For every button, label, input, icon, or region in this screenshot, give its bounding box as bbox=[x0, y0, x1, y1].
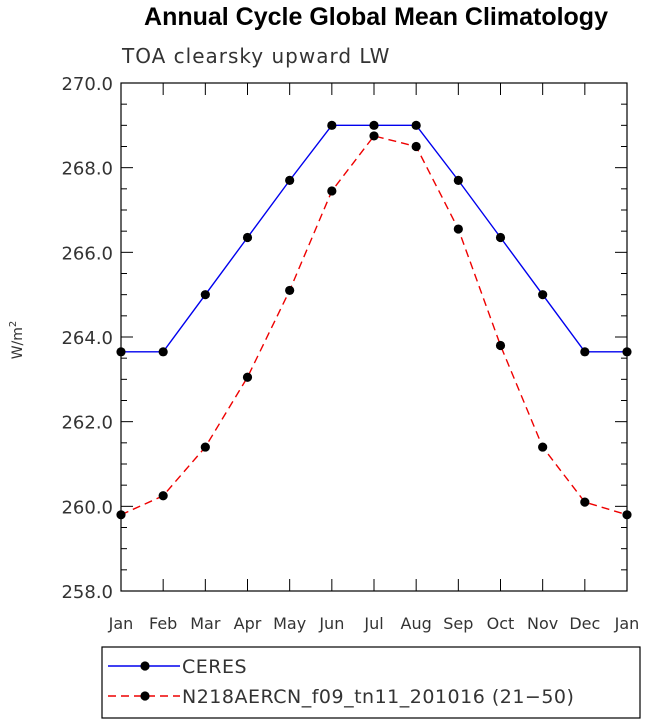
x-tick-label: Oct bbox=[487, 614, 515, 633]
data-point bbox=[495, 232, 506, 243]
plot-frame bbox=[120, 82, 628, 592]
x-tick-label: Dec bbox=[569, 614, 600, 633]
y-tick-label: 258.0 bbox=[61, 582, 113, 603]
data-point bbox=[327, 120, 337, 130]
y-tick-label: 268.0 bbox=[61, 159, 113, 180]
data-point bbox=[158, 347, 168, 357]
y-axis-label: W/m2 bbox=[8, 321, 26, 360]
series-2 bbox=[116, 131, 632, 520]
legend-marker bbox=[140, 691, 150, 701]
data-point bbox=[242, 232, 253, 243]
y-axis-label-base: W/m bbox=[10, 327, 26, 359]
data-point bbox=[622, 510, 632, 520]
y-tick-labels: 258.0 260.0 262.0 264.0 266.0 268.0 270.0 bbox=[61, 74, 113, 603]
y-tick-label: 270.0 bbox=[61, 74, 113, 95]
x-tick-label: Jun bbox=[318, 614, 344, 633]
x-tick-label: Mar bbox=[190, 614, 221, 633]
legend-marker bbox=[140, 661, 150, 671]
x-tick-labels: Jan Feb Mar Apr May Jun Jul Aug Sep Oct Nov Dec Jan bbox=[108, 614, 640, 633]
series-line bbox=[121, 124, 627, 353]
legend-label: CERES bbox=[182, 656, 247, 678]
x-tick-label: Feb bbox=[149, 614, 177, 633]
data-point bbox=[453, 224, 463, 234]
data-point bbox=[538, 290, 548, 300]
data-point bbox=[580, 497, 590, 507]
legend: CERES N218AERCN_f09_tn11_201016 (21−50) bbox=[108, 656, 574, 708]
data-point bbox=[200, 290, 210, 300]
data-point bbox=[411, 120, 421, 130]
y-axis-label-sup: 2 bbox=[8, 321, 19, 327]
data-point bbox=[495, 340, 506, 351]
data-point bbox=[327, 186, 337, 196]
data-point bbox=[538, 442, 548, 452]
y-tick-label: 262.0 bbox=[61, 413, 113, 434]
data-point bbox=[116, 347, 126, 357]
data-point bbox=[580, 347, 590, 357]
legend-label: N218AERCN_f09_tn11_201016 (21−50) bbox=[182, 686, 574, 708]
data-point bbox=[200, 442, 210, 452]
data-point bbox=[453, 175, 463, 185]
series-layer bbox=[116, 120, 632, 520]
data-point bbox=[116, 510, 126, 520]
y-tick-label: 266.0 bbox=[61, 243, 113, 264]
y-tick-label: 260.0 bbox=[61, 497, 113, 518]
x-tick-label: Jan bbox=[108, 614, 134, 633]
x-tick-label: Aug bbox=[401, 614, 432, 633]
series-line bbox=[120, 135, 628, 516]
series-1 bbox=[116, 120, 632, 357]
legend-box bbox=[101, 646, 641, 719]
data-point bbox=[622, 347, 632, 357]
axis-ticks bbox=[120, 82, 628, 592]
data-point bbox=[369, 131, 379, 141]
x-tick-label: Jul bbox=[363, 614, 383, 633]
chart-title: Annual Cycle Global Mean Climatology bbox=[144, 3, 608, 31]
data-point bbox=[242, 372, 253, 382]
y-tick-label: 264.0 bbox=[61, 328, 113, 349]
data-point bbox=[285, 175, 295, 185]
legend-entry-2: N218AERCN_f09_tn11_201016 (21−50) bbox=[108, 686, 574, 708]
x-tick-label: Nov bbox=[527, 614, 558, 633]
legend-entry-1: CERES bbox=[108, 656, 247, 678]
data-point bbox=[285, 285, 295, 296]
x-tick-label: Sep bbox=[443, 614, 473, 633]
data-point bbox=[158, 491, 168, 501]
x-tick-label: Apr bbox=[234, 614, 262, 633]
x-tick-label: May bbox=[273, 614, 306, 633]
svg-text:W/m2: W/m2 bbox=[8, 321, 26, 360]
data-point bbox=[411, 141, 421, 152]
x-tick-label: Jan bbox=[614, 614, 640, 633]
data-point bbox=[369, 120, 379, 130]
chart-subtitle: TOA clearsky upward LW bbox=[121, 44, 390, 68]
